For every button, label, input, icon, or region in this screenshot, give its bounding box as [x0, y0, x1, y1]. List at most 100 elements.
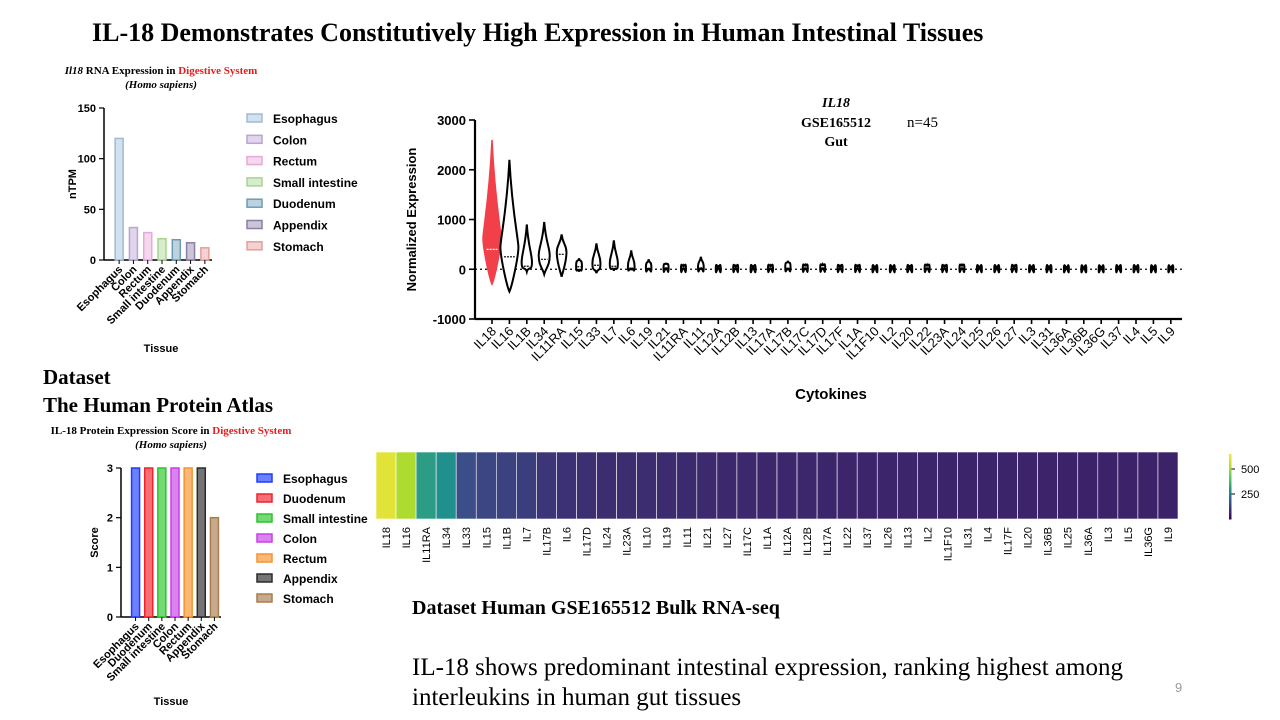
- legend-swatch: [256, 553, 273, 563]
- chart-title-gene: Il18: [64, 65, 84, 77]
- legend-label: Stomach: [283, 592, 334, 606]
- colorbar-segment: [1229, 503, 1232, 507]
- y-tick-label: 0: [107, 612, 113, 624]
- violin: [520, 224, 533, 276]
- y-tick-label: 1000: [437, 213, 466, 228]
- colorbar-segment: [1229, 473, 1232, 477]
- heatmap-cell: [1037, 451, 1059, 520]
- heatmap-label: IL1B: [501, 527, 513, 550]
- y-tick-label: 150: [78, 103, 96, 115]
- heatmap-label: IL26: [882, 527, 894, 548]
- heatmap-cell: [395, 451, 417, 520]
- legend-label: Duodenum: [283, 492, 346, 506]
- heatmap-cell: [415, 451, 437, 520]
- legend-label: Appendix: [283, 572, 338, 586]
- heatmap-cell: [1097, 451, 1119, 520]
- colorbar-segment: [1229, 488, 1232, 492]
- heatmap-cell: [736, 451, 758, 520]
- legend-swatch: [256, 493, 273, 503]
- heatmap-cell: [495, 451, 517, 520]
- legend-label: Colon: [283, 532, 317, 546]
- heatmap-cell: [756, 451, 778, 520]
- legend-label: Esophagus: [283, 472, 348, 486]
- heatmap-label: IL13: [902, 527, 914, 548]
- chart-subtitle: (Homo sapiens): [135, 439, 207, 451]
- heatmap-cell: [1117, 451, 1139, 520]
- heatmap-cell: [937, 451, 958, 520]
- heatmap-label: IL21: [702, 527, 714, 548]
- colorbar-segment: [1229, 516, 1232, 520]
- legend-label: Esophagus: [273, 112, 338, 126]
- heatmap-label: IL2: [922, 527, 934, 542]
- legend-swatch: [256, 533, 273, 543]
- y-axis-label: nTPM: [67, 169, 79, 199]
- y-tick-label: 50: [84, 204, 96, 216]
- y-tick-label: 3: [107, 463, 113, 475]
- bar: [209, 516, 220, 618]
- colorbar-segment: [1229, 482, 1232, 485]
- colorbar-tick-label: 500: [1241, 464, 1259, 476]
- y-tick-label: 0: [90, 255, 96, 267]
- colorbar-segment: [1229, 458, 1232, 461]
- dataset-label: Dataset: [43, 365, 111, 389]
- colorbar-segment: [1229, 497, 1232, 500]
- heatmap-cell: [576, 451, 597, 520]
- heatmap-cell: [375, 451, 397, 520]
- heatmap-label: IL19: [662, 527, 674, 548]
- heatmap-cell: [896, 451, 918, 520]
- violin: [696, 256, 705, 273]
- legend-label: Small intestine: [273, 176, 358, 190]
- legend-swatch: [246, 155, 263, 166]
- heatmap-label: IL11RA: [421, 526, 433, 563]
- heatmap-cell: [977, 451, 998, 520]
- heatmap-label: IL34: [441, 527, 453, 548]
- violin-title-tissue: Gut: [824, 135, 848, 150]
- colorbar-segment: [1229, 456, 1232, 459]
- violin: [591, 243, 602, 274]
- violin: [784, 260, 792, 273]
- heatmap-label: IL17B: [541, 527, 553, 556]
- colorbar-segment: [1229, 486, 1232, 490]
- colorbar-tick-label: 250: [1241, 489, 1259, 501]
- bar: [142, 231, 153, 261]
- bar: [171, 238, 182, 261]
- violin: [819, 261, 827, 273]
- heatmap-cell: [475, 451, 497, 520]
- heatmap-cell: [596, 451, 617, 520]
- legend-label: Rectum: [283, 552, 327, 566]
- colorbar-segment: [1229, 454, 1232, 457]
- legend-swatch: [246, 177, 263, 187]
- heatmap-cell: [816, 451, 838, 520]
- y-tick-label: 2: [107, 513, 113, 525]
- heatmap-cell: [856, 451, 878, 520]
- heatmap-label: IL36G: [1143, 527, 1155, 557]
- y-axis-label: Score: [89, 527, 101, 558]
- heatmap-cell: [556, 451, 577, 520]
- bar: [185, 242, 196, 261]
- legend-swatch: [256, 473, 273, 483]
- heatmap-cell: [656, 451, 678, 520]
- violin: [662, 262, 670, 273]
- y-tick-label: 2000: [437, 163, 466, 178]
- heatmap-label: IL5: [1123, 527, 1135, 542]
- heatmap-label: IL27: [722, 527, 734, 548]
- chart-title-highlight: Digestive System: [212, 425, 291, 437]
- colorbar-segment: [1229, 499, 1232, 503]
- heatmap-label: IL1F10: [942, 527, 954, 561]
- heatmap-label: IL12A: [782, 526, 794, 555]
- heatmap-label: IL17D: [582, 527, 594, 556]
- heatmap-cell: [876, 451, 898, 520]
- y-tick-label: 100: [78, 154, 96, 166]
- heatmap-cell: [616, 451, 637, 520]
- colorbar-segment: [1229, 471, 1232, 474]
- heatmap-label: IL15: [481, 527, 493, 548]
- chart-title-text: IL-18 Protein Expression Score in: [51, 425, 213, 437]
- legend-swatch: [246, 113, 263, 123]
- y-tick-label: 0: [459, 262, 466, 277]
- heatmap-cell: [917, 451, 938, 520]
- page-number: 9: [1175, 680, 1183, 695]
- heatmap-cell: [997, 451, 1018, 520]
- heatmap-label: IL37: [862, 527, 874, 548]
- heatmap-label: IL1A: [762, 526, 774, 549]
